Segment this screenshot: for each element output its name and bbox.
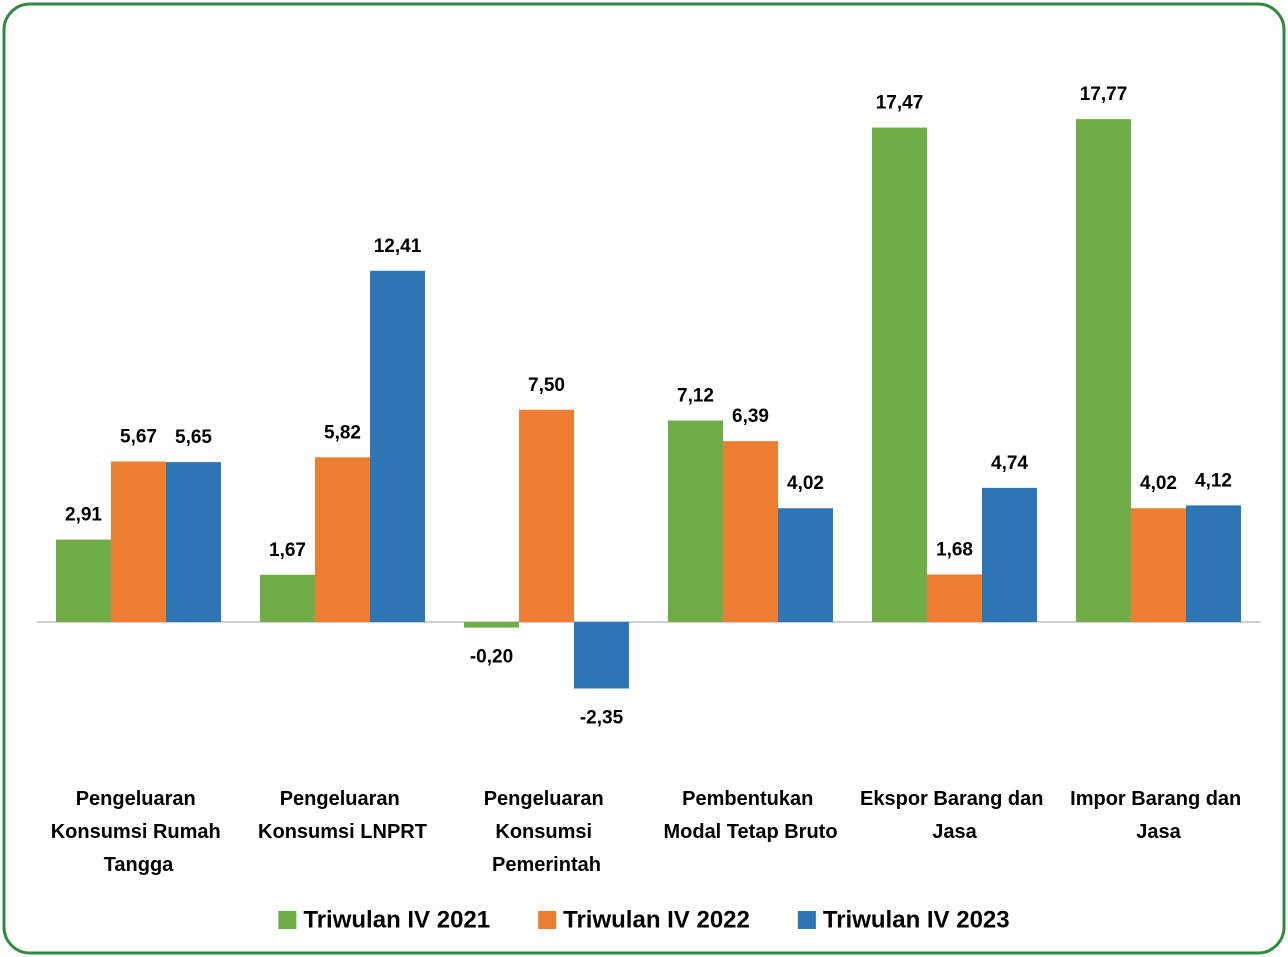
bar bbox=[166, 462, 221, 622]
value-label: 5,82 bbox=[324, 422, 361, 443]
value-label: -0,20 bbox=[470, 647, 513, 668]
bar bbox=[574, 622, 629, 689]
value-label: 4,74 bbox=[991, 453, 1028, 474]
value-label: 6,39 bbox=[732, 406, 769, 427]
bar bbox=[778, 508, 833, 622]
legend-swatch bbox=[797, 911, 816, 929]
legend-label: Triwulan IV 2023 bbox=[823, 906, 1010, 933]
x-tick-label: Pengeluaran Konsumsi Rumah Tangga bbox=[51, 788, 227, 876]
value-label: 17,77 bbox=[1080, 84, 1128, 105]
value-label: 1,68 bbox=[936, 539, 973, 560]
x-tick-label: Pengeluaran Konsumsi LNPRT bbox=[258, 788, 427, 843]
bar bbox=[464, 622, 519, 628]
value-label: 7,12 bbox=[677, 386, 714, 407]
value-label: 5,65 bbox=[175, 427, 212, 448]
legend-swatch bbox=[538, 911, 557, 929]
x-tick-label: Pengeluaran Konsumsi Pemerintah bbox=[484, 788, 610, 876]
value-label: 5,67 bbox=[120, 427, 157, 448]
value-label: -2,35 bbox=[580, 708, 624, 729]
x-tick-label: Ekspor Barang dan Jasa bbox=[860, 788, 1049, 843]
value-label: 17,47 bbox=[876, 93, 924, 114]
bar bbox=[927, 574, 982, 622]
bar bbox=[872, 127, 927, 622]
bar bbox=[723, 441, 778, 622]
value-label: 1,67 bbox=[269, 540, 306, 561]
bar bbox=[982, 487, 1037, 622]
value-label: 12,41 bbox=[374, 236, 422, 257]
legend-label: Triwulan IV 2021 bbox=[303, 906, 490, 933]
bar bbox=[56, 539, 111, 622]
bar bbox=[315, 457, 370, 622]
bar bbox=[519, 409, 574, 622]
value-label: 2,91 bbox=[65, 505, 102, 526]
legend-swatch bbox=[278, 911, 297, 929]
value-label: 4,02 bbox=[787, 473, 824, 494]
bar bbox=[370, 270, 425, 622]
bar bbox=[1076, 119, 1131, 622]
legend-label: Triwulan IV 2022 bbox=[563, 906, 750, 933]
value-label: 4,02 bbox=[1140, 473, 1177, 494]
x-tick-label: Pembentukan Modal Tetap Bruto bbox=[663, 788, 837, 843]
bar bbox=[260, 574, 315, 622]
bar bbox=[668, 420, 723, 622]
bar bbox=[1186, 505, 1241, 622]
bar bbox=[1131, 508, 1186, 622]
value-label: 7,50 bbox=[528, 375, 565, 396]
x-tick-label: Impor Barang dan Jasa bbox=[1070, 788, 1247, 843]
value-label: 4,12 bbox=[1195, 470, 1232, 491]
bar bbox=[111, 461, 166, 622]
